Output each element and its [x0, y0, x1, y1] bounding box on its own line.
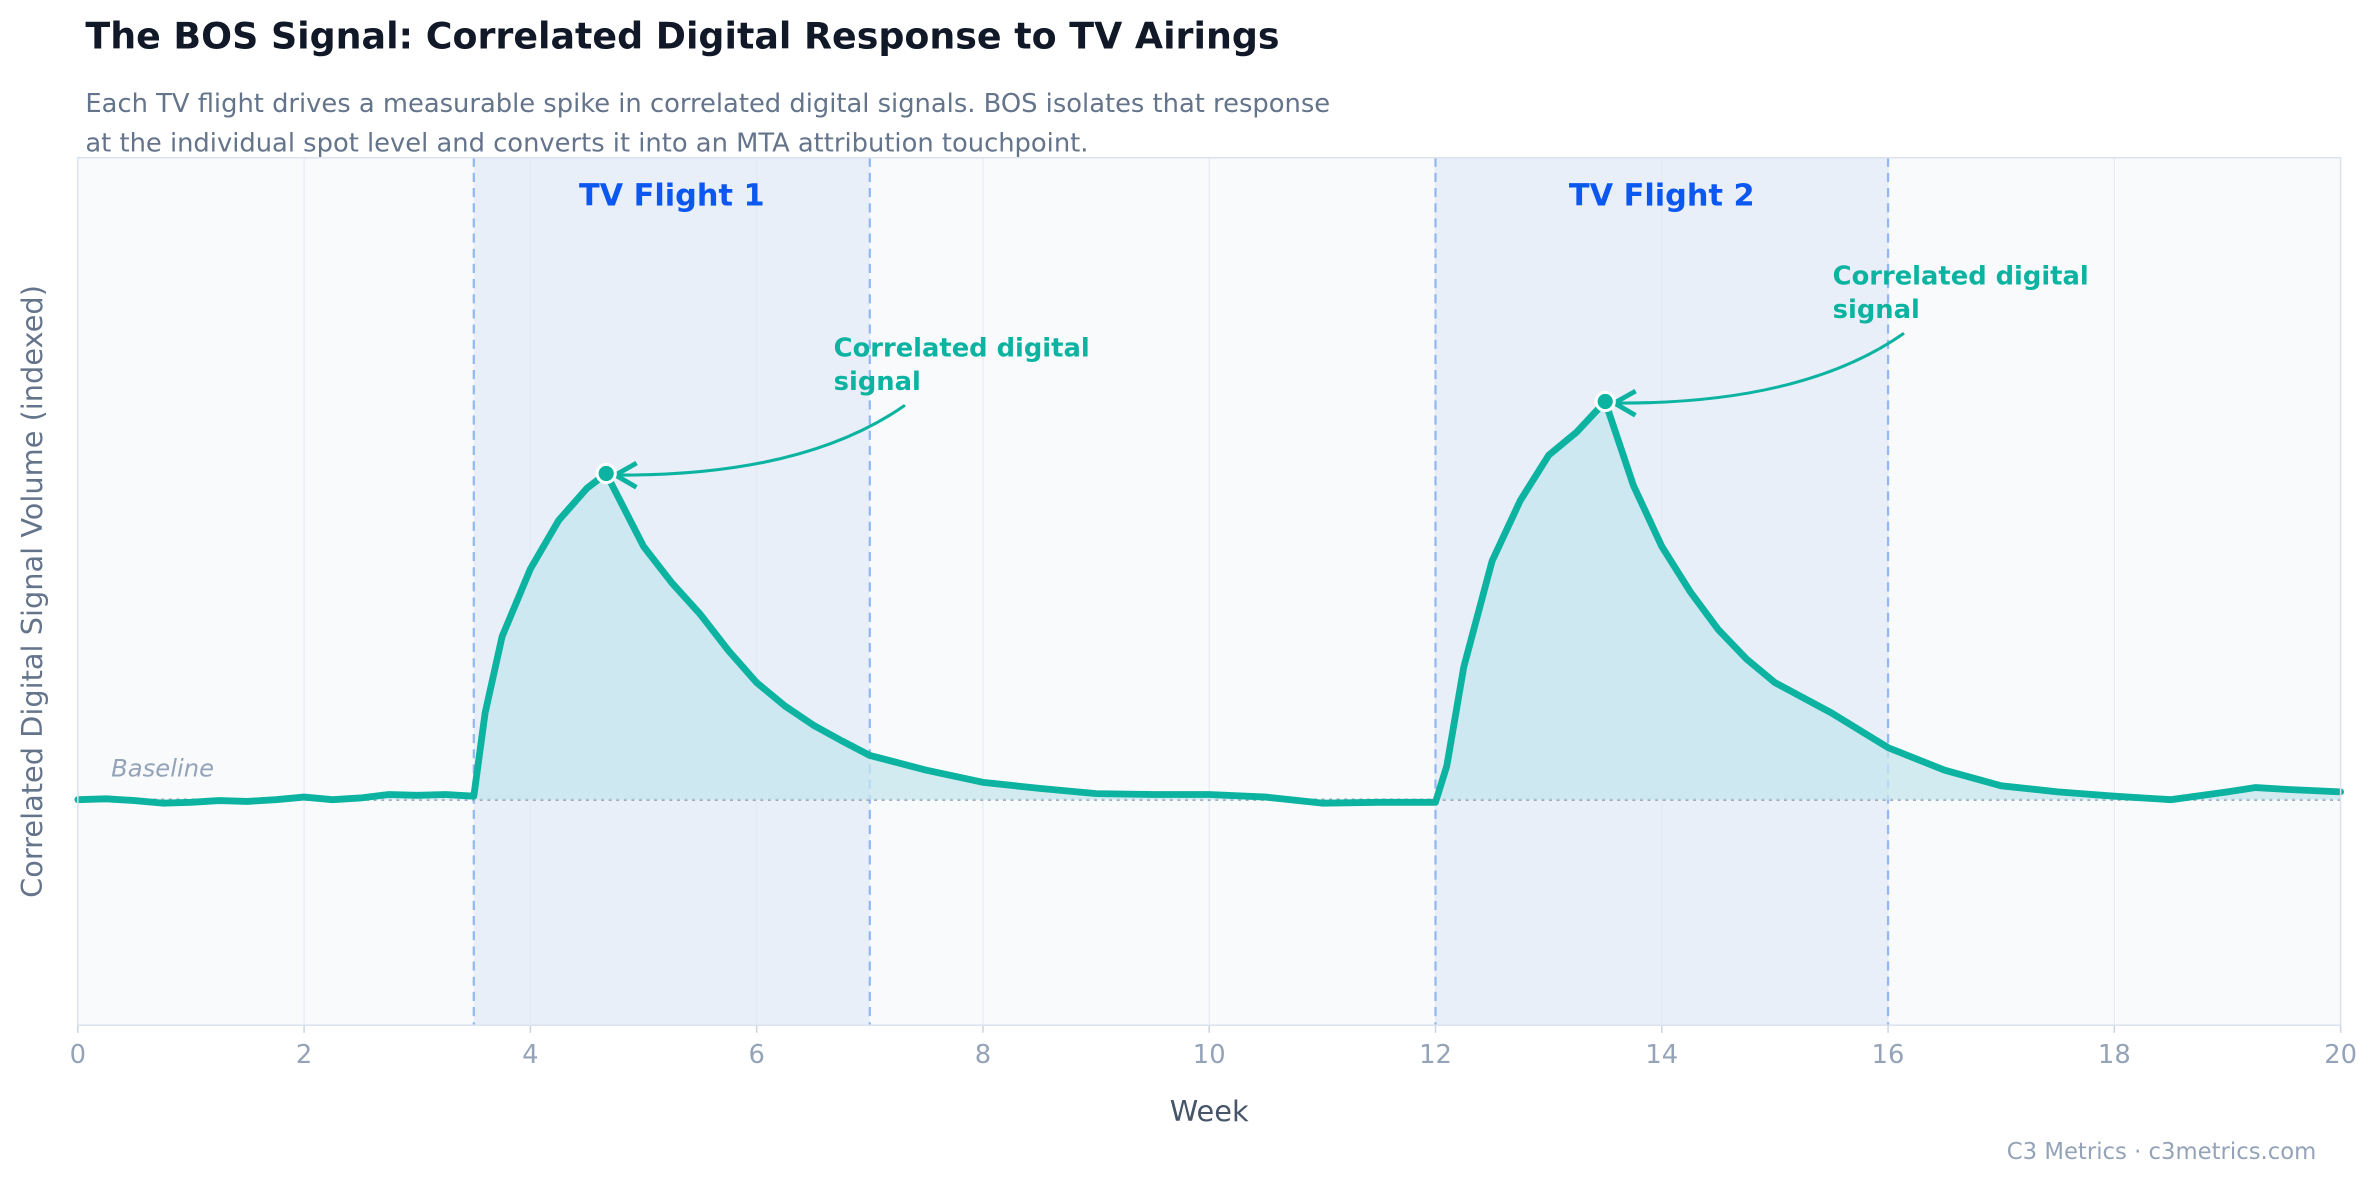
baseline-label: Baseline — [111, 753, 214, 782]
x-tick-label: 12 — [1419, 1040, 1452, 1070]
x-axis-label: Week — [1170, 1094, 1249, 1128]
y-axis-label: Correlated Digital Signal Volume (indexe… — [15, 285, 49, 898]
x-tick-label: 18 — [2098, 1040, 2131, 1070]
x-tick-label: 14 — [1645, 1040, 1678, 1070]
chart-subtitle: at the individual spot level and convert… — [85, 129, 1088, 159]
annotation-text: signal — [1833, 295, 1920, 325]
x-tick-label: 4 — [522, 1040, 538, 1070]
chart-subtitle: Each TV flight drives a measurable spike… — [85, 89, 1330, 119]
footer: C3 Metrics · c3metrics.com — [2007, 1139, 2317, 1165]
x-tick-label: 6 — [748, 1040, 764, 1070]
x-tick-label: 10 — [1193, 1040, 1226, 1070]
x-tick-label: 20 — [2324, 1040, 2357, 1070]
x-tick-label: 16 — [1872, 1040, 1905, 1070]
annotation-arrow — [610, 404, 906, 490]
flight-label: TV Flight 1 — [579, 179, 765, 214]
peak-marker — [595, 462, 617, 485]
x-tick-label: 8 — [975, 1040, 991, 1070]
annotation-text: Correlated digital — [834, 334, 1090, 364]
series-line — [74, 398, 2345, 807]
area-fill — [77, 401, 2341, 804]
annotation-text: signal — [834, 367, 921, 397]
x-tick-label: 0 — [70, 1040, 86, 1070]
flight-label: TV Flight 2 — [1569, 179, 1755, 214]
annotation-arrow — [1609, 332, 1905, 418]
plot-border — [77, 156, 2342, 1026]
x-tick-label: 2 — [296, 1040, 312, 1070]
annotation-text: Correlated digital — [1833, 262, 2089, 292]
chart-title: The BOS Signal: Correlated Digital Respo… — [85, 14, 1279, 57]
peak-marker — [1594, 390, 1616, 413]
